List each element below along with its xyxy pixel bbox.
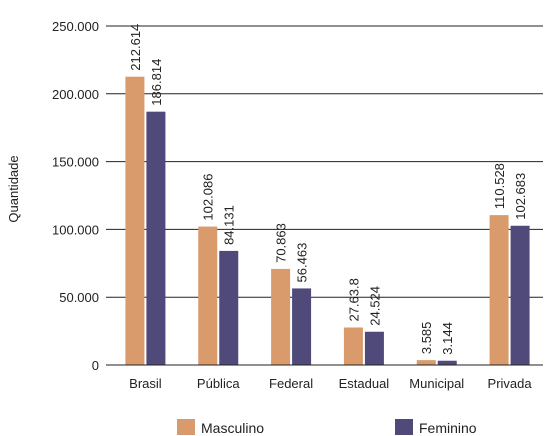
data-label: 84.131 (222, 205, 237, 245)
data-label: 3.585 (419, 322, 434, 355)
y-tick-label: 50.000 (59, 290, 99, 305)
data-label: 3.144 (440, 322, 455, 355)
bar-masculino-0 (125, 76, 145, 365)
x-tick-label: Pública (197, 376, 240, 391)
legend-label-masculino: Masculino (201, 420, 264, 436)
y-tick-label: 150.000 (52, 155, 99, 170)
data-label: 102.086 (201, 174, 216, 221)
bar-feminino-1 (219, 250, 239, 365)
bar-feminino-4 (437, 360, 457, 365)
bars (125, 76, 530, 366)
x-tick-label: Federal (269, 376, 313, 391)
y-tick-label: 250.000 (52, 19, 99, 34)
x-tick-label: Municipal (409, 376, 464, 391)
axes: 0 50.000 100.000 150.000 200.000 250.000 Brasi… (52, 19, 543, 391)
legend-swatch-masculino (177, 419, 195, 435)
bar-feminino-0 (146, 111, 166, 366)
data-label: 212.614 (128, 24, 143, 71)
data-label: 27.63.8 (346, 278, 361, 321)
legend-swatch-feminino (395, 419, 413, 435)
data-label: 70.863 (274, 223, 289, 263)
x-tick-label: Estadual (339, 376, 390, 391)
bar-masculino-4 (416, 360, 436, 365)
bar-masculino-1 (198, 226, 218, 365)
bar-feminino-2 (292, 288, 312, 365)
bar-masculino-2 (271, 268, 291, 365)
data-label: 102.683 (513, 173, 528, 220)
bar-feminino-3 (364, 331, 384, 365)
legend: Masculino Feminino (177, 419, 477, 436)
x-tick-label: Privada (488, 376, 533, 391)
y-tick-label: 0 (92, 358, 99, 373)
gridlines (106, 25, 543, 298)
bar-masculino-5 (489, 215, 509, 365)
data-label: 186.814 (149, 59, 164, 106)
y-axis-title: Quantidade (6, 155, 21, 222)
y-tick-label: 100.000 (52, 222, 99, 237)
data-label: 56.463 (295, 243, 310, 283)
legend-label-feminino: Feminino (419, 420, 477, 436)
data-label: 24.524 (367, 286, 382, 326)
bar-feminino-5 (510, 225, 530, 365)
data-labels: 212.614 186.814 102.086 84.131 70.863 56.463 2… (128, 24, 528, 355)
x-tick-label: Brasil (129, 376, 162, 391)
y-tick-label: 200.000 (52, 87, 99, 102)
bar-masculino-3 (343, 327, 363, 365)
data-label: 110.528 (492, 163, 507, 209)
